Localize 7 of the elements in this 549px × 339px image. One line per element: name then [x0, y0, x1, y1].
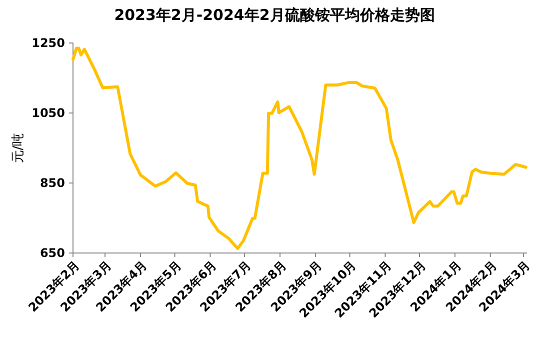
y-tick-label: 850 — [40, 176, 65, 190]
line-series — [72, 46, 528, 250]
y-tick-label: 650 — [40, 246, 65, 260]
y-tick-label: 1250 — [32, 36, 65, 50]
y-tick-label: 1050 — [32, 106, 65, 120]
chart-title: 2023年2月-2024年2月硫酸铵平均价格走势图 — [114, 6, 435, 24]
y-axis-title: 元/吨 — [11, 132, 26, 164]
